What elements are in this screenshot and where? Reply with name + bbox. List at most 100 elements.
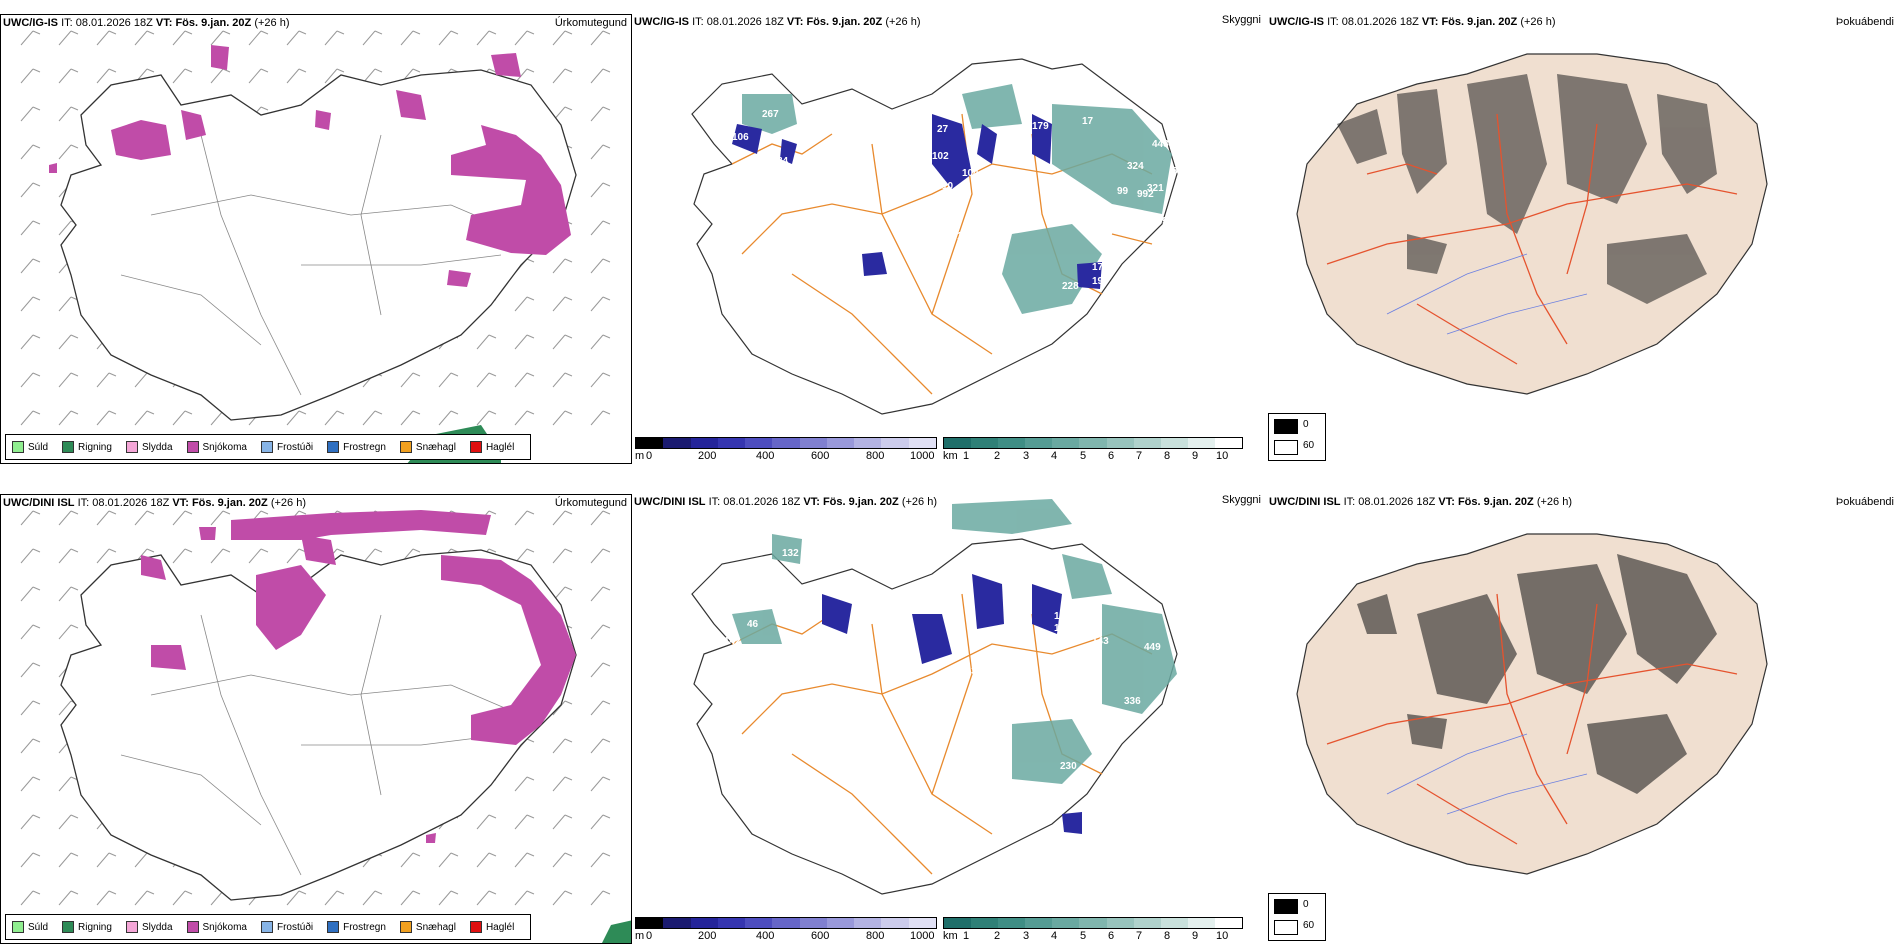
wind-barb bbox=[400, 30, 421, 46]
panel-header: UWC/IG-IS IT: 08.01.2026 18Z VT: Fös. 9.… bbox=[634, 16, 921, 28]
legend-item-rain: Rigning bbox=[62, 921, 112, 933]
panel-title: Skyggni bbox=[1221, 494, 1261, 506]
vt-label: VT: bbox=[155, 17, 173, 29]
fog-swatch-black bbox=[1274, 899, 1298, 914]
cb-swatch bbox=[1025, 438, 1053, 448]
legend-item-freezing-rain: Frostregn bbox=[327, 921, 386, 933]
legend-swatch bbox=[12, 921, 24, 933]
legend-swatch bbox=[125, 921, 138, 933]
precip-type-panel-row2: UWC/DINI ISL IT: 08.01.2026 18Z VT: Fös.… bbox=[0, 494, 632, 944]
vt-value: Fös. 9.jan. 20Z bbox=[1457, 496, 1534, 508]
wind-barb bbox=[438, 890, 459, 906]
cb-tick: 5 bbox=[1080, 930, 1087, 942]
wind-barb bbox=[20, 106, 41, 122]
cb-tick: 9 bbox=[1192, 930, 1199, 942]
wind-barb bbox=[20, 182, 41, 198]
wind-barb bbox=[58, 106, 79, 122]
wind-barb bbox=[552, 738, 573, 754]
cb-tick: 6 bbox=[1108, 450, 1115, 462]
it-value: 08.01.2026 18Z bbox=[723, 496, 801, 508]
vt-label: VT: bbox=[1421, 16, 1439, 28]
wind-barb bbox=[58, 144, 79, 160]
legend-swatch bbox=[469, 921, 482, 933]
cb-swatch bbox=[745, 438, 773, 448]
wind-barb bbox=[20, 852, 41, 868]
colorbar-swatches bbox=[635, 437, 937, 449]
visibility-panel-row1: 267 106 84 27 102 10 104 13 179 17 324 4… bbox=[632, 14, 1267, 464]
cb-swatch bbox=[1106, 438, 1134, 448]
cb-tick: 4 bbox=[1051, 930, 1058, 942]
wind-barb bbox=[96, 68, 117, 84]
cb-swatch bbox=[1160, 918, 1188, 928]
panel-header: UWC/IG-IS IT: 08.01.2026 18Z VT: Fös. 9.… bbox=[1269, 16, 1556, 28]
cb-tick: 3 bbox=[1023, 450, 1030, 462]
cloud-label: 163 bbox=[960, 666, 977, 677]
cloud-label: 10 bbox=[942, 181, 954, 192]
fog-map bbox=[1296, 533, 1768, 875]
wind-barb bbox=[172, 68, 193, 84]
legend-swatch bbox=[186, 921, 199, 933]
precip-legend: Súld Rigning Slydda Snjókoma Frostúði Fr… bbox=[5, 914, 532, 940]
precip-type-panel-row1: UWC/IG-IS IT: 08.01.2026 18Z VT: Fös. 9.… bbox=[0, 14, 632, 464]
vt-label: VT: bbox=[786, 16, 804, 28]
cb-swatch bbox=[998, 918, 1026, 928]
cb-tick: 800 bbox=[866, 450, 885, 462]
wind-barb bbox=[172, 410, 193, 426]
colorbar-ticks: m 0 200 400 600 800 1000 bbox=[635, 449, 937, 463]
cb-unit: km bbox=[943, 450, 958, 462]
cloud-label: 164 bbox=[1092, 211, 1109, 222]
wind-barb bbox=[438, 372, 459, 388]
legend-item-freezing-rain: Frostregn bbox=[327, 441, 386, 453]
wind-barb bbox=[400, 410, 421, 426]
wind-barb bbox=[438, 30, 459, 46]
fog-legend-row2: 0 60 bbox=[1268, 893, 1326, 941]
cloud-label: 166 bbox=[1142, 252, 1159, 263]
cb-swatch bbox=[1214, 918, 1243, 928]
cloud-label: 99 bbox=[1117, 186, 1129, 197]
vt-value: Fös. 9.jan. 20Z bbox=[191, 497, 268, 509]
cloud-label: 143 bbox=[1092, 636, 1109, 647]
vt-value: Fös. 9.jan. 20Z bbox=[806, 16, 883, 28]
cloud-label: 104 bbox=[1054, 611, 1071, 622]
colorbar-swatches bbox=[943, 917, 1243, 929]
wind-barb bbox=[20, 738, 41, 754]
fog-swatch-black bbox=[1274, 419, 1298, 434]
legend-swatch bbox=[260, 921, 273, 933]
lead-time: (+26 h) bbox=[901, 496, 937, 508]
river-network bbox=[1386, 253, 1588, 335]
wind-barb bbox=[552, 700, 573, 716]
wind-barb bbox=[20, 890, 41, 906]
cloud-label: 27 bbox=[937, 124, 949, 135]
vt-label: VT: bbox=[1438, 496, 1455, 508]
wind-barb bbox=[58, 586, 79, 602]
model-name: UWC/IG-IS bbox=[1269, 16, 1324, 28]
wind-barb bbox=[514, 890, 535, 906]
cloud-label: 179 bbox=[1032, 121, 1049, 132]
legend-swatch bbox=[62, 441, 75, 453]
wind-barb bbox=[590, 220, 611, 236]
cb-swatch bbox=[1079, 438, 1107, 448]
road-network bbox=[120, 614, 522, 876]
cloud-label: 449 bbox=[1144, 642, 1161, 653]
cb-swatch bbox=[772, 918, 800, 928]
wind-barb bbox=[58, 890, 79, 906]
legend-item-freezing-drizzle: Frostúði bbox=[260, 921, 313, 933]
panel-title: Skyggni bbox=[1221, 14, 1261, 26]
cloud-label: 338 bbox=[1142, 568, 1159, 579]
wind-barb bbox=[20, 68, 41, 84]
colorbar-ticks: km 1 2 3 4 5 6 7 8 9 10 bbox=[943, 449, 1243, 463]
cb-tick: 2 bbox=[994, 450, 1001, 462]
cb-tick: 6 bbox=[1108, 930, 1115, 942]
wind-barb bbox=[362, 890, 383, 906]
cb-swatch bbox=[717, 438, 746, 448]
cb-swatch bbox=[854, 918, 882, 928]
legend-item-snow: Snjókoma bbox=[186, 441, 247, 453]
wind-barb bbox=[134, 410, 155, 426]
snowfall-areas bbox=[49, 45, 571, 287]
it-value: 08.01.2026 18Z bbox=[92, 497, 170, 509]
wind-barb bbox=[514, 776, 535, 792]
cb-swatch bbox=[1106, 918, 1134, 928]
cb-swatch bbox=[663, 918, 691, 928]
legend-swatch bbox=[260, 441, 273, 453]
wind-barb bbox=[514, 510, 535, 526]
